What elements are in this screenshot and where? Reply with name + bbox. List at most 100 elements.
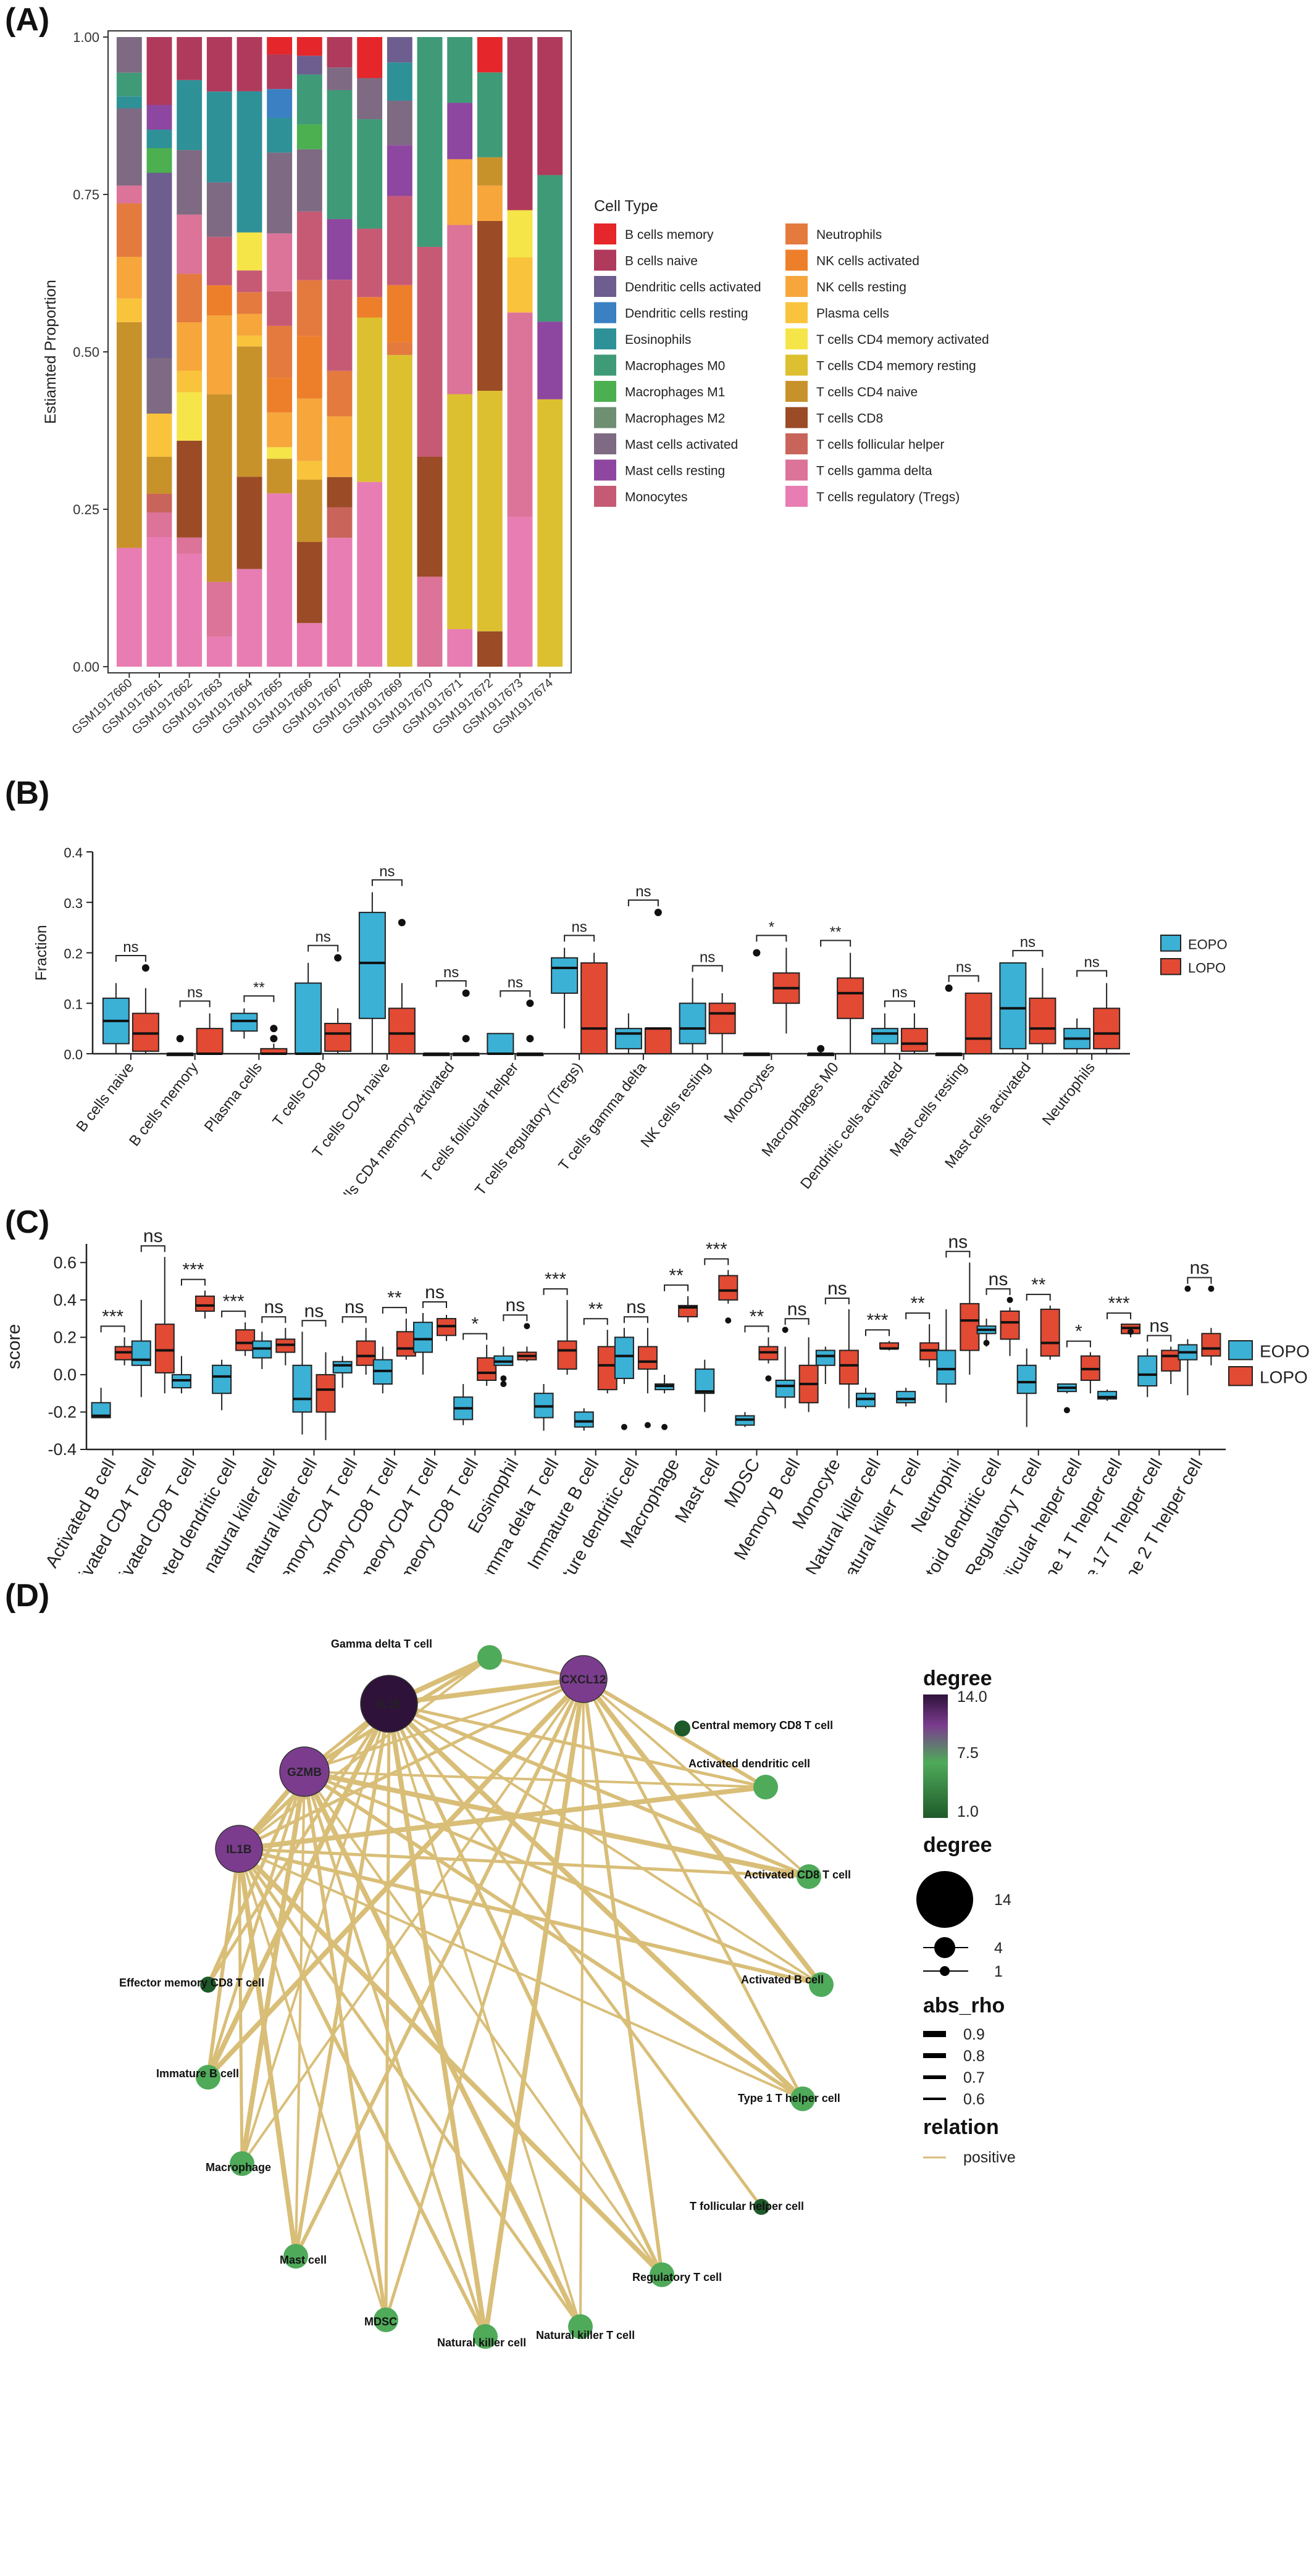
bar-segment: [327, 90, 353, 219]
box: [574, 1411, 594, 1428]
box: [614, 1028, 642, 1049]
bar-segment: [537, 399, 563, 667]
network-edge: [388, 1702, 766, 1789]
bar-segment: [236, 270, 262, 293]
panel-b: (B) 0.0 0.1 0.2 0.3 0.4 Fraction ns B cells nai…: [0, 775, 1314, 1225]
cell-node: [790, 2086, 815, 2111]
node-label: Regulatory T cell: [632, 2271, 722, 2283]
legend-label: Monocytes: [625, 490, 688, 504]
significance-label: ns: [626, 1297, 646, 1317]
box: [356, 1340, 376, 1366]
bar-segment: [146, 37, 172, 105]
outlier-point: [1063, 1407, 1070, 1414]
outlier-point: [270, 1035, 278, 1043]
bar-segment: [296, 56, 322, 75]
x-tick-label: MDSC: [721, 1456, 764, 1511]
cell-node: [753, 1775, 778, 1799]
bar-segment: [327, 370, 353, 417]
bar-segment: [537, 37, 563, 175]
cell-node: [374, 2307, 398, 2332]
legend-title: relation: [923, 2115, 999, 2139]
significance-label: ns: [948, 1232, 968, 1252]
bar-segment: [267, 378, 293, 413]
significance-label: ***: [706, 1239, 727, 1259]
box: [1016, 1364, 1037, 1394]
outlier-point: [462, 989, 470, 997]
significance-bracket: [985, 1288, 1011, 1295]
y-tick-label: 0.3: [64, 896, 83, 911]
node-label: Mast cell: [280, 2254, 327, 2266]
legend-label: Plasma cells: [816, 307, 889, 321]
panel-b-label: (B): [5, 775, 50, 811]
legend-swatch: [785, 302, 808, 323]
box: [775, 1379, 795, 1398]
significance-label: **: [830, 924, 842, 941]
significance-bracket: [1187, 1277, 1212, 1284]
box: [644, 1028, 672, 1054]
panel-d: (D) IL15 CXCL12 GZMB IL1B Gamma delta T cell…: [0, 1571, 1314, 2573]
box: [1137, 1355, 1158, 1387]
network-edge: [241, 1703, 390, 2164]
box: [1201, 1333, 1221, 1357]
network-edge: [238, 1677, 585, 1851]
bar-segment: [267, 89, 293, 119]
legend-swatch: [594, 223, 616, 244]
significance-label: ***: [545, 1269, 566, 1290]
cell-node: [283, 2244, 308, 2269]
bar-segment: [477, 37, 503, 73]
box: [324, 1022, 352, 1052]
significance-label: ns: [1190, 1258, 1210, 1278]
significance-bracket: [692, 965, 723, 972]
bar-segment: [236, 477, 262, 569]
bar-segment: [296, 74, 322, 125]
bar-segment: [236, 314, 262, 336]
significance-bracket: [180, 1278, 206, 1286]
box: [965, 992, 992, 1054]
size-legend-label: 14: [994, 1891, 1011, 1909]
y-tick-label: -0.2: [48, 1403, 77, 1421]
significance-bracket: [140, 1245, 165, 1253]
significance-bracket: [1026, 1293, 1051, 1301]
bar-segment: [357, 78, 383, 120]
box: [1040, 1308, 1060, 1357]
significance-bracket: [945, 1251, 971, 1258]
significance-label: ns: [264, 1297, 283, 1317]
outlier-point: [644, 1422, 651, 1428]
significance-bracket: [824, 1297, 850, 1304]
outlier-point: [725, 1317, 732, 1324]
cell-node: [809, 1972, 834, 1997]
bar-segment: [177, 370, 203, 393]
significance-label: **: [588, 1299, 603, 1319]
bar-segment: [177, 322, 203, 371]
significance-bracket: [543, 1288, 568, 1295]
box: [230, 1012, 258, 1032]
box: [195, 1295, 215, 1312]
significance-label: ns: [956, 959, 971, 976]
y-tick-label: 0.2: [64, 946, 83, 962]
network-edge: [384, 1678, 585, 2320]
box: [212, 1364, 232, 1394]
outlier-point: [1006, 1296, 1013, 1303]
bar-segment: [387, 101, 412, 146]
box: [131, 1340, 151, 1366]
significance-bracket: [820, 940, 852, 947]
legend-label: Mast cells activated: [625, 438, 738, 452]
box: [900, 1028, 928, 1052]
legend-label: Dendritic cells activated: [625, 280, 761, 294]
bar-segment: [537, 322, 563, 399]
x-tick-label: B cells naive: [73, 1059, 137, 1135]
box: [551, 957, 579, 994]
bar-segment: [477, 157, 503, 186]
legend-label: B cells naive: [625, 254, 698, 269]
box: [718, 1275, 739, 1301]
fraction-boxplot: 0.0 0.1 0.2 0.3 0.4 Fraction ns B cells naive ns…: [33, 845, 1228, 1225]
legend-title: Cell Type: [594, 198, 658, 215]
node-label: Activated CD8 T cell: [744, 1869, 851, 1881]
significance-label: ns: [143, 1226, 163, 1246]
legend-swatch: [785, 328, 808, 349]
legend-label: LOPO: [1260, 1368, 1308, 1387]
bar-segment: [387, 196, 412, 285]
significance-label: ns: [892, 985, 907, 1001]
cell-node: [674, 1720, 690, 1736]
